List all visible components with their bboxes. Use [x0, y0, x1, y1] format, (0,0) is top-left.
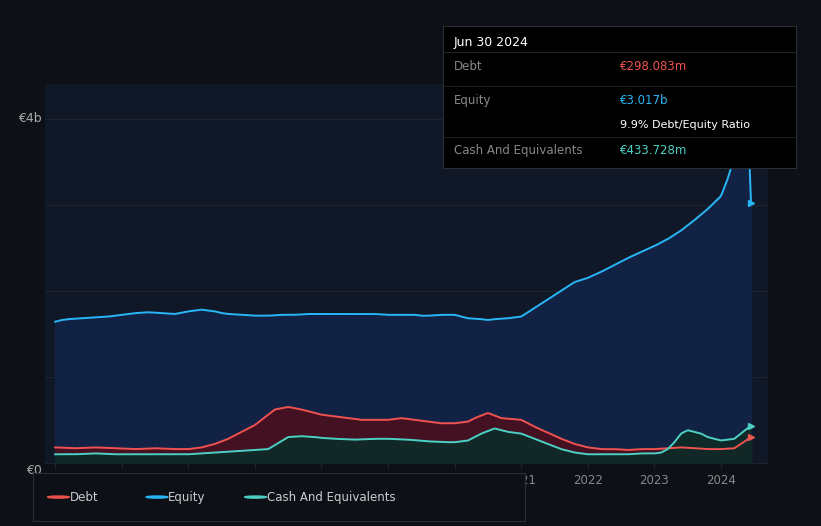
Text: Jun 30 2024: Jun 30 2024	[454, 36, 529, 49]
Text: Cash And Equivalents: Cash And Equivalents	[454, 144, 583, 157]
Text: €4b: €4b	[18, 112, 42, 125]
Text: Cash And Equivalents: Cash And Equivalents	[267, 491, 396, 503]
Text: €433.728m: €433.728m	[620, 144, 687, 157]
Circle shape	[245, 496, 266, 498]
Text: €298.083m: €298.083m	[620, 60, 687, 74]
Text: €0: €0	[25, 464, 42, 477]
Text: Debt: Debt	[70, 491, 99, 503]
Text: Equity: Equity	[454, 95, 492, 107]
Text: 9.9% Debt/Equity Ratio: 9.9% Debt/Equity Ratio	[620, 120, 750, 130]
Text: €3.017b: €3.017b	[620, 95, 668, 107]
Circle shape	[48, 496, 69, 498]
Text: Equity: Equity	[168, 491, 206, 503]
Text: Debt: Debt	[454, 60, 483, 74]
Circle shape	[146, 496, 167, 498]
